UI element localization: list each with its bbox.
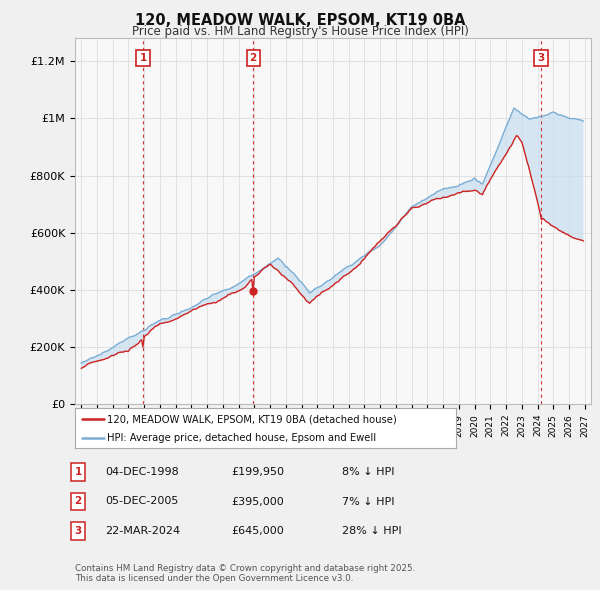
Text: 7% ↓ HPI: 7% ↓ HPI [342, 497, 395, 506]
Text: £199,950: £199,950 [231, 467, 284, 477]
Text: 1: 1 [74, 467, 82, 477]
Text: 2: 2 [74, 497, 82, 506]
Text: 120, MEADOW WALK, EPSOM, KT19 0BA: 120, MEADOW WALK, EPSOM, KT19 0BA [135, 13, 465, 28]
Text: 8% ↓ HPI: 8% ↓ HPI [342, 467, 395, 477]
Text: 120, MEADOW WALK, EPSOM, KT19 0BA (detached house): 120, MEADOW WALK, EPSOM, KT19 0BA (detac… [107, 414, 397, 424]
Text: 04-DEC-1998: 04-DEC-1998 [105, 467, 179, 477]
Text: 05-DEC-2005: 05-DEC-2005 [105, 497, 178, 506]
Text: £645,000: £645,000 [231, 526, 284, 536]
Text: Contains HM Land Registry data © Crown copyright and database right 2025.
This d: Contains HM Land Registry data © Crown c… [75, 563, 415, 583]
Text: £395,000: £395,000 [231, 497, 284, 506]
Text: HPI: Average price, detached house, Epsom and Ewell: HPI: Average price, detached house, Epso… [107, 434, 377, 443]
Text: 28% ↓ HPI: 28% ↓ HPI [342, 526, 401, 536]
Text: 1: 1 [139, 53, 146, 63]
Text: 3: 3 [538, 53, 545, 63]
Text: 3: 3 [74, 526, 82, 536]
Text: Price paid vs. HM Land Registry's House Price Index (HPI): Price paid vs. HM Land Registry's House … [131, 25, 469, 38]
Text: 2: 2 [250, 53, 257, 63]
Text: 22-MAR-2024: 22-MAR-2024 [105, 526, 180, 536]
